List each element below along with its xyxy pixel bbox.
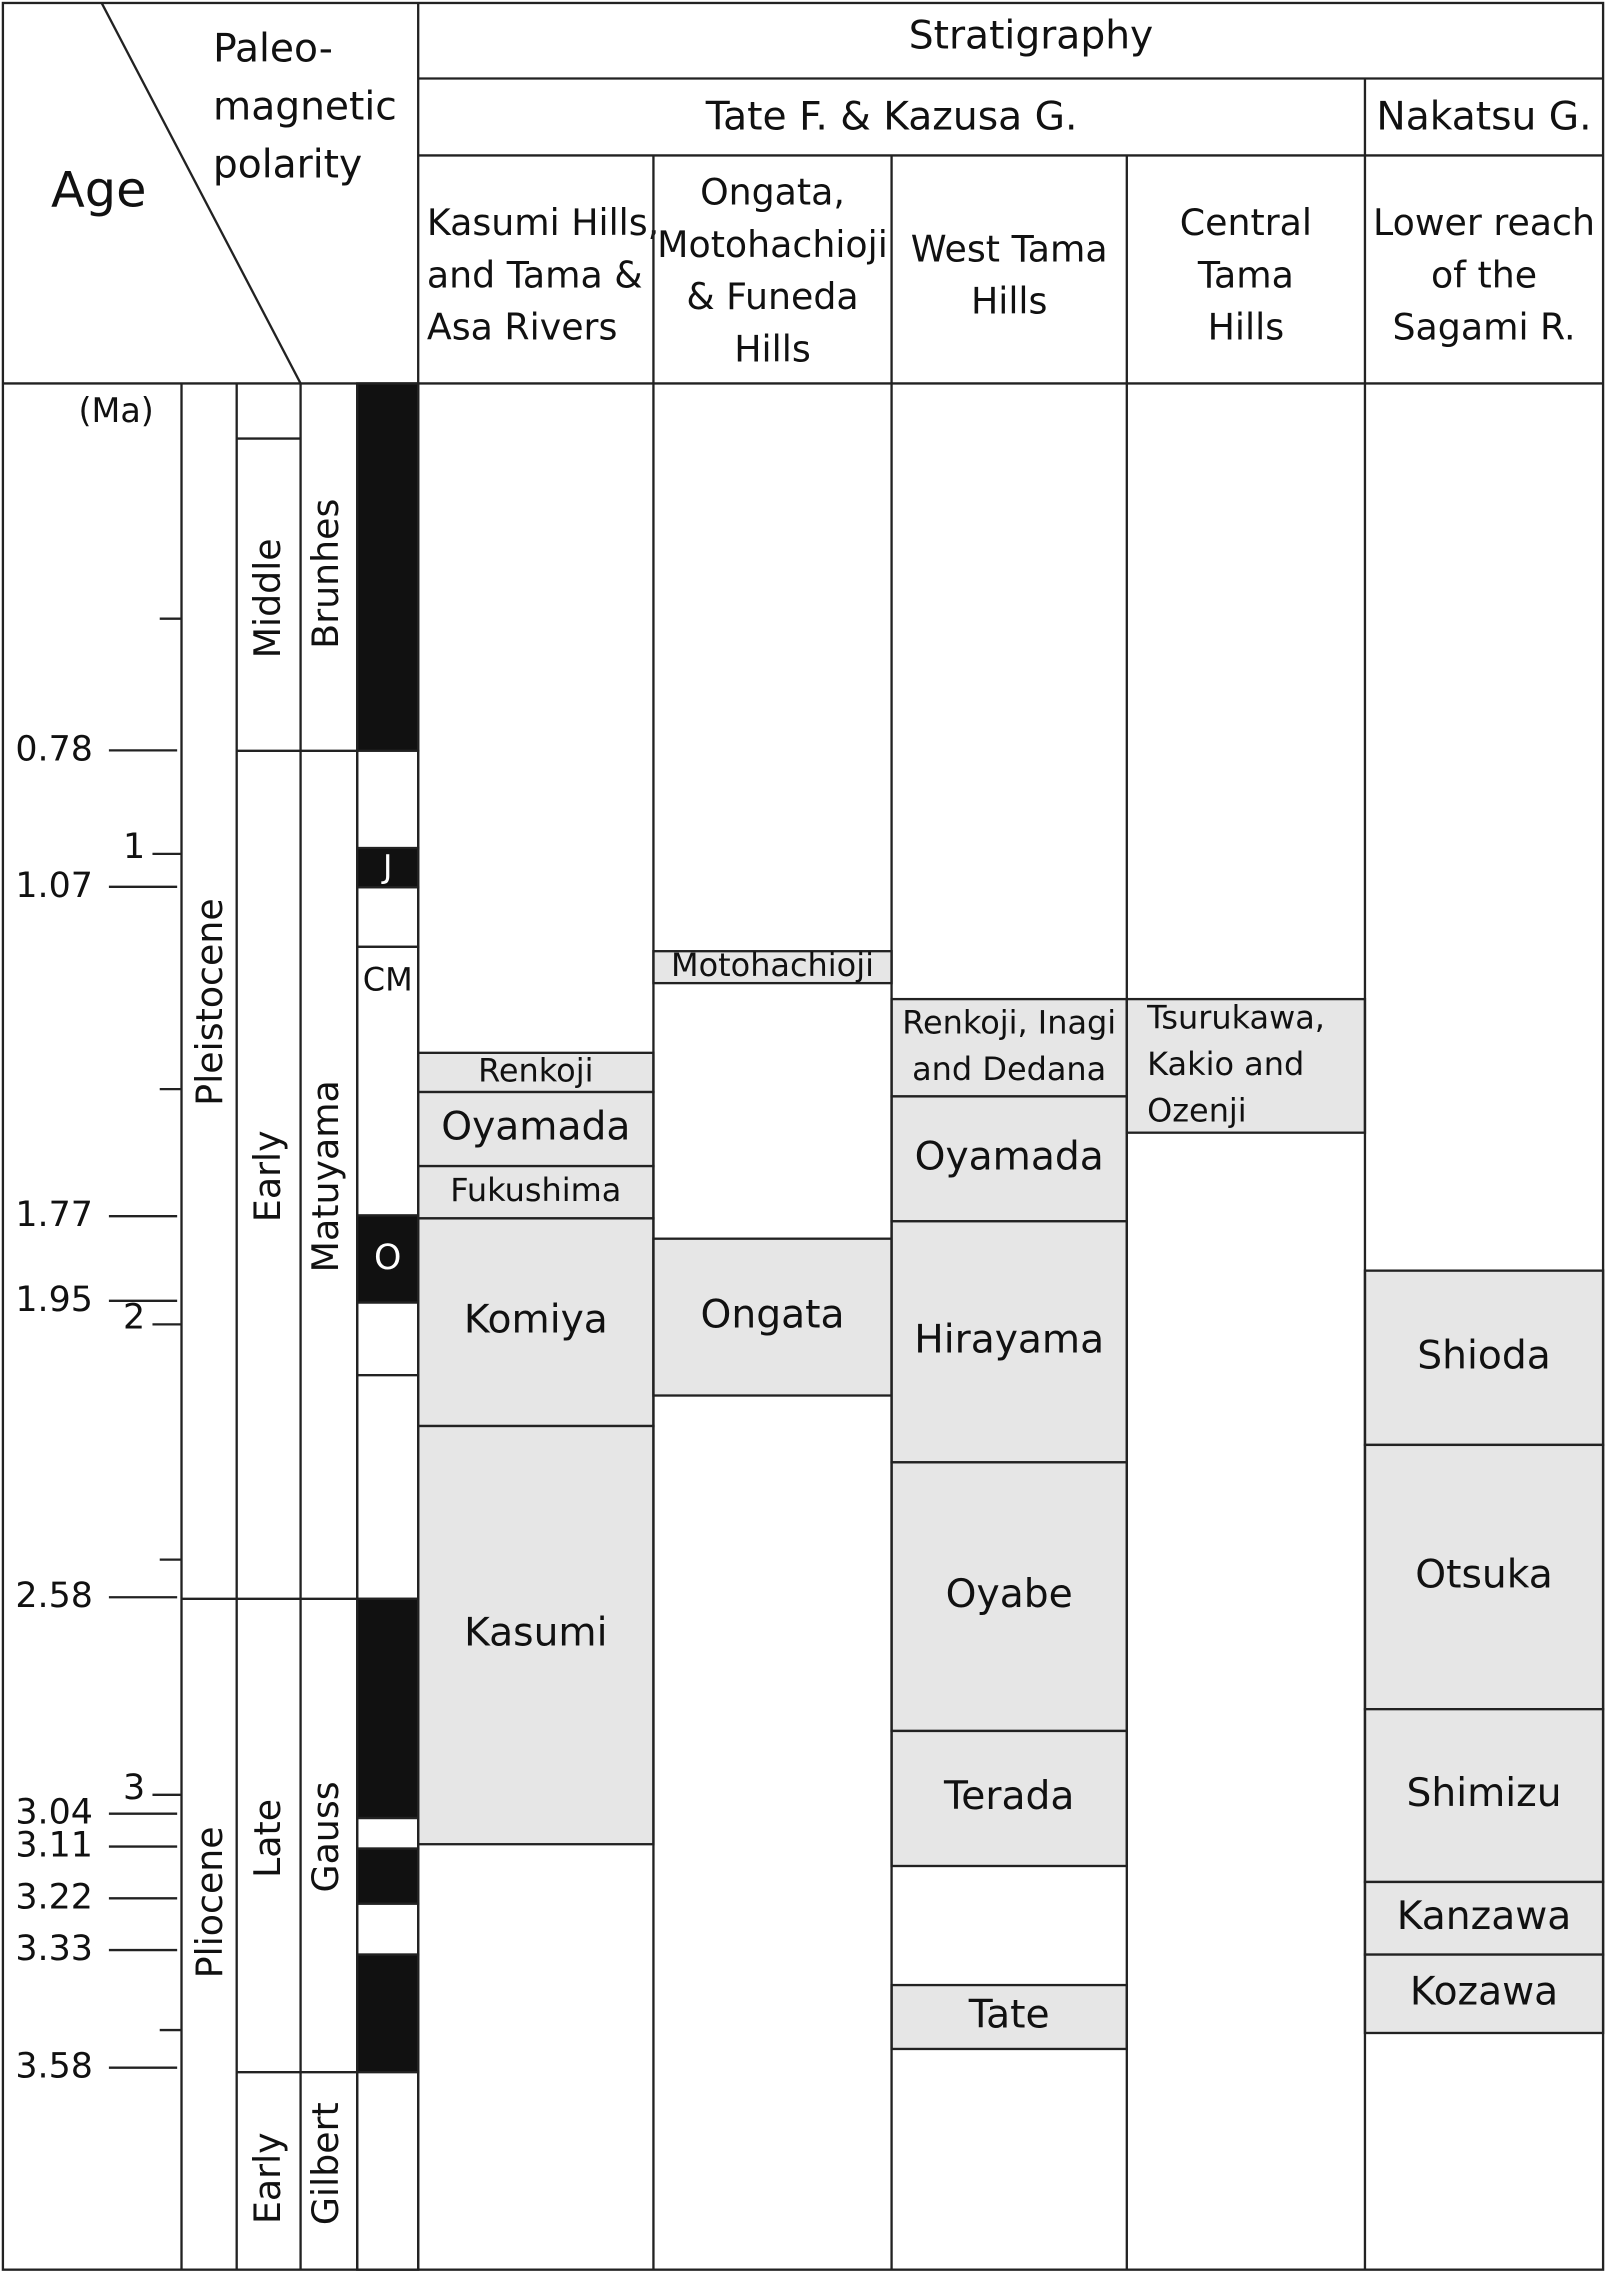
label: Ongata, [700, 171, 845, 214]
label: Gauss [304, 1781, 347, 1892]
label: Hills [971, 280, 1047, 323]
formation-box [1363, 1708, 1605, 1884]
label: Ozenji [1147, 1091, 1247, 1129]
label: 3 [123, 1768, 145, 1808]
label: 3.58 [15, 2047, 93, 2087]
polarity-block [356, 1301, 420, 1377]
label: Pleistocene [188, 898, 231, 1105]
label: Kasumi [464, 1611, 607, 1656]
label: and Dedana [912, 1050, 1106, 1088]
label: 1.07 [15, 866, 93, 906]
label: Tsurukawa, [1146, 998, 1325, 1036]
label: Kanzawa [1397, 1894, 1572, 1939]
label: Asa Rivers [427, 306, 617, 349]
label: O [374, 1238, 401, 1278]
formation-box [890, 1095, 1128, 1223]
label: Middle [246, 538, 289, 658]
label: Stratigraphy [909, 13, 1154, 58]
label: Hills [1208, 306, 1284, 349]
diagonal [100, 2, 302, 384]
label: Fukushima [450, 1171, 621, 1209]
formation-box [417, 1424, 655, 1846]
label: Late [246, 1799, 289, 1878]
label: Hills [734, 327, 810, 370]
label: Central [1180, 201, 1312, 244]
label: J [381, 847, 392, 885]
label: Oyabe [946, 1572, 1073, 1617]
label: Oyamada [441, 1105, 630, 1150]
label: Tate F. & Kazusa G. [705, 95, 1078, 140]
label: (Ma) [79, 391, 154, 430]
label: Tate [968, 1993, 1050, 2038]
label: 3.11 [15, 1826, 93, 1866]
formation-box [652, 1237, 893, 1397]
label: Komiya [464, 1298, 608, 1343]
label: and Tama & [427, 253, 643, 296]
polarity-block [356, 2071, 420, 2271]
label: Early [246, 1130, 289, 1222]
label: 1 [123, 827, 145, 867]
label: 1.77 [15, 1195, 93, 1235]
label: Nakatsu G. [1376, 95, 1591, 140]
label: 3.22 [15, 1877, 93, 1917]
label: Gilbert [304, 2102, 347, 2225]
polarity-block [356, 749, 420, 850]
polarity-block [356, 1847, 420, 1905]
label: & Funeda [686, 275, 858, 318]
label: Lower reach [1373, 201, 1595, 244]
label: Brunhes [304, 499, 347, 649]
formation-box [890, 1220, 1128, 1464]
polarity-block [356, 1953, 420, 2074]
label: Hirayama [914, 1317, 1104, 1362]
polarity-block [356, 382, 420, 752]
formation-box [1363, 1953, 1605, 2035]
label: Tama [1197, 253, 1294, 296]
label: Paleo- [213, 26, 333, 71]
label: Ongata [701, 1293, 845, 1338]
formation-box [1363, 1880, 1605, 1956]
polarity-block [356, 945, 420, 1217]
polarity-block [356, 1597, 420, 1820]
formation-box [890, 1461, 1128, 1733]
label: Renkoji [478, 1051, 593, 1089]
label: Kozawa [1410, 1969, 1558, 2014]
polarity-block [356, 886, 420, 948]
label: Kakio and [1147, 1045, 1304, 1083]
label: 1.95 [15, 1280, 93, 1320]
polarity-block [356, 1902, 420, 1956]
label: Age [51, 161, 146, 219]
label: 3.33 [15, 1929, 93, 1969]
label: Kasumi Hills, [427, 201, 659, 244]
label: Otsuka [1415, 1553, 1552, 1598]
label: Early [246, 2132, 289, 2224]
label: Shimizu [1406, 1771, 1561, 1816]
label: 0.78 [15, 729, 93, 769]
label: Sagami R. [1393, 306, 1576, 349]
label: polarity [213, 143, 362, 188]
label: 2 [123, 1298, 145, 1338]
label: West Tama [911, 227, 1108, 270]
label: Pliocene [188, 1826, 231, 1978]
label: Motohachioji [657, 223, 888, 266]
label: Terada [943, 1774, 1074, 1819]
label: of the [1431, 253, 1537, 296]
label: Motohachioji [671, 946, 874, 984]
label: 3.04 [15, 1793, 93, 1833]
label: Renkoji, Inagi [902, 1004, 1116, 1042]
formation-box [1363, 1443, 1605, 1711]
label: Shioda [1417, 1333, 1550, 1378]
label: magnetic [213, 84, 397, 129]
polarity-block [356, 1374, 420, 1600]
label: 2.58 [15, 1576, 93, 1616]
polarity-block [356, 1816, 420, 1850]
label: Oyamada [915, 1134, 1104, 1179]
label: CM [363, 961, 413, 999]
label: Matuyama [304, 1080, 347, 1272]
